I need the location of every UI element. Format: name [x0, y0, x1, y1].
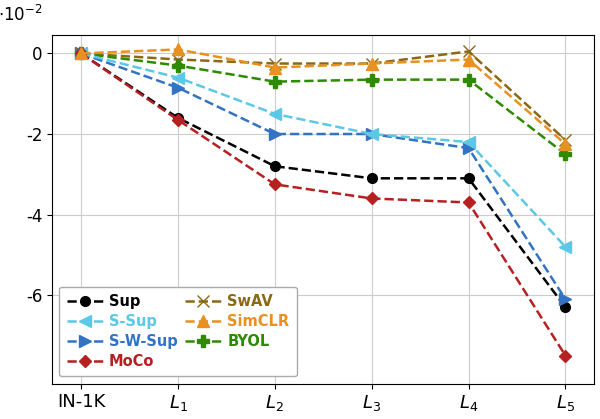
BYOL: [465, 77, 472, 82]
S-W-Sup: [77, 51, 85, 56]
Legend: Sup, S-Sup, S-W-Sup, MoCo, SwAV, SimCLR, BYOL: Sup, S-Sup, S-W-Sup, MoCo, SwAV, SimCLR,…: [59, 287, 296, 376]
Sup: [368, 176, 375, 181]
Text: $\cdot10^{-2}$: $\cdot10^{-2}$: [0, 5, 43, 25]
S-Sup: [368, 132, 375, 137]
SwAV: [368, 61, 375, 66]
SwAV: [271, 61, 278, 66]
SimCLR: [77, 51, 85, 56]
S-W-Sup: [271, 132, 278, 137]
Line: Sup: Sup: [76, 49, 570, 312]
Sup: [465, 176, 472, 181]
S-W-Sup: [465, 145, 472, 150]
SwAV: [465, 49, 472, 54]
Line: S-Sup: S-Sup: [76, 48, 571, 252]
Sup: [175, 115, 182, 120]
SimCLR: [271, 65, 278, 70]
Line: BYOL: BYOL: [76, 48, 571, 160]
Sup: [271, 164, 278, 169]
SimCLR: [465, 57, 472, 62]
SimCLR: [175, 47, 182, 52]
SwAV: [562, 137, 569, 142]
BYOL: [77, 51, 85, 56]
S-Sup: [465, 140, 472, 145]
Sup: [562, 305, 569, 310]
MoCo: [271, 182, 278, 187]
MoCo: [562, 353, 569, 358]
SwAV: [77, 51, 85, 56]
S-W-Sup: [175, 85, 182, 90]
MoCo: [175, 117, 182, 122]
BYOL: [271, 79, 278, 84]
MoCo: [77, 51, 85, 56]
S-W-Sup: [562, 297, 569, 302]
S-W-Sup: [368, 132, 375, 137]
SwAV: [175, 57, 182, 62]
SimCLR: [562, 142, 569, 147]
MoCo: [368, 196, 375, 201]
SimCLR: [368, 61, 375, 66]
Line: SimCLR: SimCLR: [76, 44, 571, 150]
BYOL: [562, 152, 569, 157]
S-Sup: [562, 244, 569, 249]
BYOL: [175, 63, 182, 68]
MoCo: [465, 200, 472, 205]
Line: SwAV: SwAV: [75, 45, 572, 146]
Line: MoCo: MoCo: [77, 49, 569, 360]
S-Sup: [271, 111, 278, 116]
BYOL: [368, 77, 375, 82]
S-Sup: [77, 51, 85, 56]
Sup: [77, 51, 85, 56]
S-Sup: [175, 75, 182, 80]
Line: S-W-Sup: S-W-Sup: [76, 48, 571, 305]
